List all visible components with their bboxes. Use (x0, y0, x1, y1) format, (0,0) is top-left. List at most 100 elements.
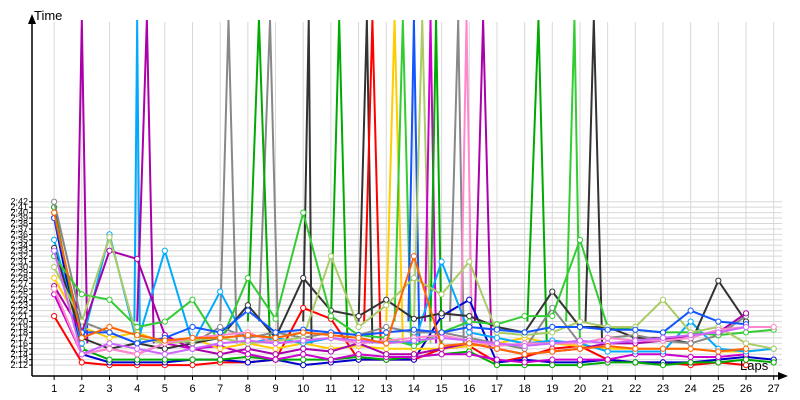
data-point (244, 274, 251, 282)
data-point (383, 302, 390, 309)
x-axis-arrow-icon (778, 372, 788, 380)
data-point (161, 345, 168, 352)
y-tick-label: 2:16 (10, 338, 28, 348)
y-tick-label: 2:37 (10, 224, 28, 234)
data-point (106, 323, 113, 331)
data-point (272, 356, 279, 363)
x-tick-label: 27 (768, 383, 780, 395)
data-point (217, 340, 224, 347)
data-point (300, 356, 307, 363)
data-point (134, 356, 141, 363)
data-point (466, 296, 473, 303)
data-point (106, 334, 113, 341)
data-point (189, 345, 196, 352)
data-point (189, 334, 196, 341)
data-point (521, 329, 528, 336)
data-point (466, 258, 473, 265)
data-point (78, 334, 85, 341)
data-point (244, 351, 251, 358)
series-line (53, 293, 747, 364)
data-point (715, 318, 722, 325)
y-tick-label: 2:22 (10, 306, 28, 316)
data-point (217, 334, 224, 341)
y-tick-label: 2:14 (10, 349, 28, 359)
data-point (687, 318, 694, 325)
data-point (383, 340, 390, 347)
data-point (327, 348, 334, 355)
spike-line (219, 19, 238, 344)
data-point (161, 356, 168, 363)
data-point (217, 351, 224, 358)
data-point (300, 274, 307, 282)
data-point (217, 345, 224, 352)
data-point (272, 340, 279, 347)
x-tick-label: 3 (106, 383, 112, 395)
x-tick-label: 8 (245, 383, 251, 395)
y-tick-label: 2:20 (10, 317, 28, 327)
data-point (106, 340, 113, 347)
x-tick-label: 14 (408, 383, 420, 395)
data-point (632, 337, 639, 344)
y-tick-label: 2:32 (10, 251, 28, 261)
data-point (742, 340, 750, 347)
data-point (134, 345, 141, 352)
data-point (217, 288, 224, 295)
x-tick-label: 19 (546, 383, 558, 395)
y-tick-label: 2:33 (10, 246, 28, 256)
data-point (466, 312, 473, 320)
data-point (632, 345, 639, 352)
data-point (300, 329, 307, 336)
data-point (161, 351, 168, 358)
data-point (438, 329, 445, 336)
data-point (161, 337, 168, 344)
series-13 (51, 214, 750, 347)
data-point (78, 359, 85, 366)
series-line (53, 201, 747, 350)
data-point (217, 356, 224, 363)
spike-line (584, 19, 604, 344)
spike-line (412, 19, 432, 344)
data-point (300, 362, 307, 369)
y-tick-label: 2:34 (10, 240, 28, 250)
y-tick-label: 2:12 (10, 360, 28, 370)
x-tick-label: 5 (162, 383, 168, 395)
data-point (521, 312, 528, 320)
data-point (493, 340, 501, 347)
y-tick-label: 2:38 (10, 219, 28, 229)
data-point (300, 345, 307, 352)
x-tick-label: 25 (712, 383, 724, 395)
data-point (272, 315, 279, 322)
data-point (549, 340, 556, 347)
data-point (355, 323, 362, 331)
data-point (161, 247, 168, 254)
data-point (687, 345, 694, 352)
spike-line (329, 19, 349, 344)
data-point (742, 323, 750, 331)
data-point (410, 315, 418, 322)
data-point (410, 351, 418, 358)
data-point (78, 351, 85, 358)
data-point (466, 351, 473, 358)
x-tick-label: 18 (518, 383, 530, 395)
data-point (770, 359, 777, 366)
data-point (576, 236, 584, 243)
data-point (742, 345, 750, 352)
data-point (604, 342, 611, 350)
data-point (300, 337, 307, 344)
spike-line (246, 19, 272, 344)
spike-lines (75, 19, 604, 344)
data-point (106, 356, 113, 363)
y-tick-label: 2:35 (10, 235, 28, 245)
data-point (687, 353, 694, 361)
data-point (549, 348, 556, 355)
spike-line (565, 19, 581, 344)
data-point (576, 337, 584, 344)
series-group (51, 198, 777, 369)
x-axis-title: Laps (740, 358, 769, 373)
data-point (383, 345, 390, 352)
data-point (466, 329, 473, 336)
x-tick-label: 23 (657, 383, 669, 395)
data-point (576, 323, 584, 331)
x-tick-label: 7 (217, 383, 223, 395)
